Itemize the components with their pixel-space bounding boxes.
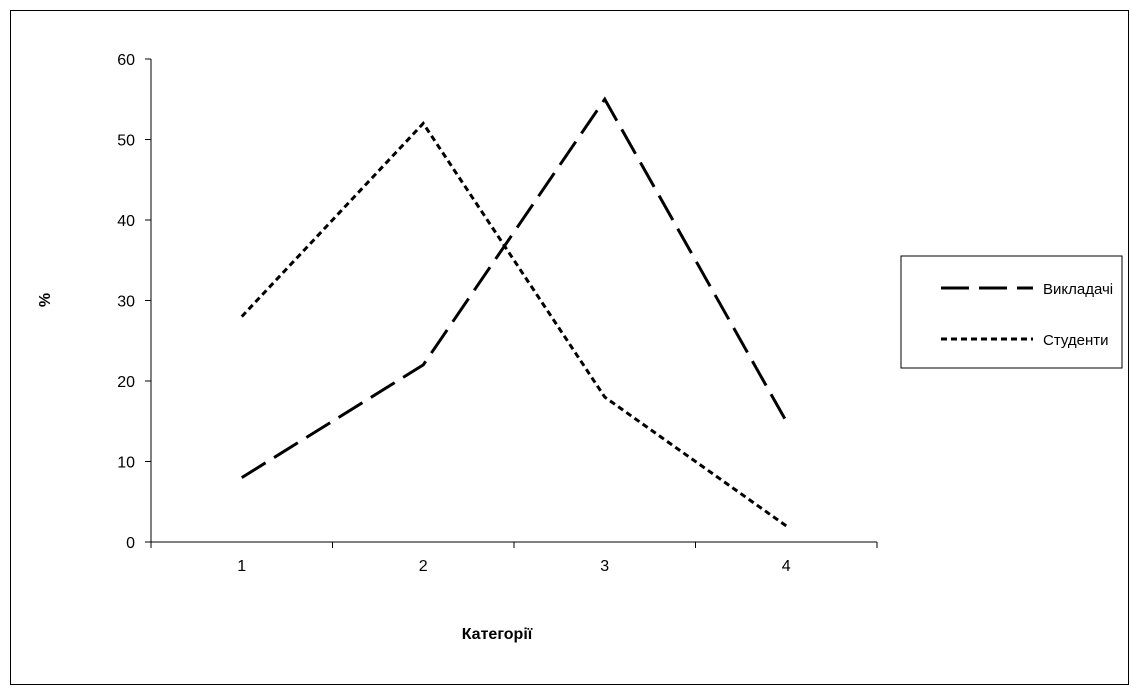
legend-box (900, 255, 1123, 369)
y-tick-label: 10 (117, 455, 135, 472)
y-axis-title: % (37, 293, 54, 307)
series-line-1 (240, 120, 788, 528)
y-tick-label: 50 (117, 133, 135, 150)
y-tick-label: 30 (117, 294, 135, 311)
x-tick-label: 4 (782, 558, 791, 575)
y-tick-label: 20 (117, 374, 135, 391)
series-line-0 (240, 96, 788, 479)
x-tick-label: 3 (600, 558, 609, 575)
x-tick-label: 2 (419, 558, 428, 575)
x-tick-label: 1 (237, 558, 246, 575)
legend-label-studenty: Студенти (1043, 332, 1109, 349)
x-axis-title: Категорії (462, 626, 533, 643)
legend: Викладачі Студенти (900, 255, 1123, 369)
legend-label-vykladachi: Викладачі (1043, 281, 1113, 298)
plot-area: 0 10 20 30 40 50 60 1 2 3 4 (117, 52, 878, 575)
y-tick-label: 0 (126, 535, 135, 552)
y-tick-label: 60 (117, 52, 135, 69)
y-tick-label: 40 (117, 213, 135, 230)
